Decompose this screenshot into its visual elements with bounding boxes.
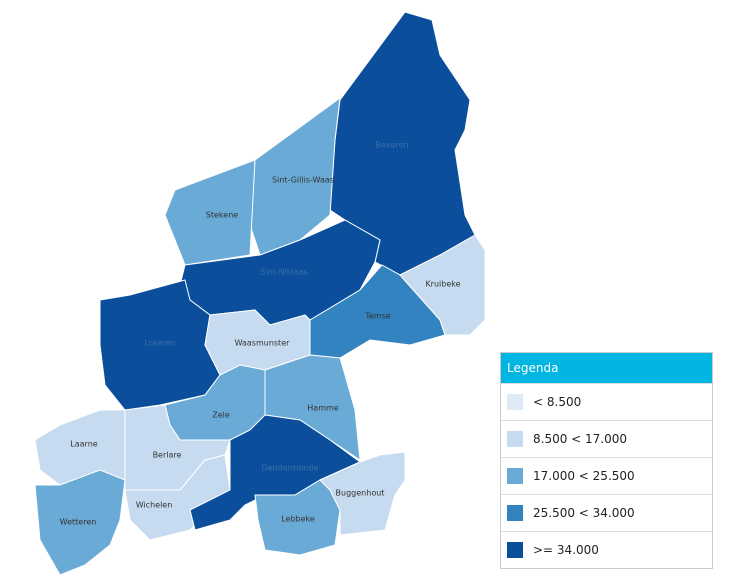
legend-label: >= 34.000: [533, 543, 599, 557]
region-label: Laarne: [70, 440, 97, 449]
region-label: Berlare: [153, 451, 182, 460]
region-label: Wetteren: [60, 518, 97, 527]
legend-swatch: [507, 431, 523, 447]
legend-swatch: [507, 468, 523, 484]
legend-label: 25.500 < 34.000: [533, 506, 635, 520]
legend-swatch: [507, 505, 523, 521]
region-label: Lokeren: [144, 339, 176, 348]
region: [254, 479, 341, 556]
region-label: Hamme: [307, 404, 339, 413]
legend-item: 17.000 < 25.500: [501, 457, 712, 494]
legend-swatch: [507, 394, 523, 410]
region-label: Wichelen: [136, 501, 173, 510]
legend-label: 17.000 < 25.500: [533, 469, 635, 483]
region-label: Kruibeke: [425, 280, 460, 289]
region-label: Dendermonde: [261, 464, 318, 473]
region-label: Zele: [212, 411, 230, 420]
region-label: Stekene: [206, 211, 238, 220]
region-label: Beveren: [375, 141, 408, 150]
region-label: Lebbeke: [281, 515, 315, 524]
legend: Legenda < 8.500 8.500 < 17.000 17.000 < 25…: [500, 352, 713, 569]
region-label: Sint-Niklaas: [260, 268, 307, 277]
region: [164, 159, 256, 266]
region: [34, 469, 126, 576]
legend-item: >= 34.000: [501, 531, 712, 568]
legend-item: 25.500 < 34.000: [501, 494, 712, 531]
legend-label: < 8.500: [533, 395, 582, 409]
region-label: Buggenhout: [336, 489, 385, 498]
legend-item: < 8.500: [501, 383, 712, 420]
legend-label: 8.500 < 17.000: [533, 432, 628, 446]
region-label: Sint-Gillis-Waas: [272, 176, 334, 185]
legend-item: 8.500 < 17.000: [501, 420, 712, 457]
region-label: Temse: [364, 312, 390, 321]
region: [399, 234, 486, 336]
legend-swatch: [507, 542, 523, 558]
legend-title: Legenda: [501, 353, 712, 383]
region: [319, 451, 406, 536]
region-label: Waasmunster: [235, 339, 291, 348]
